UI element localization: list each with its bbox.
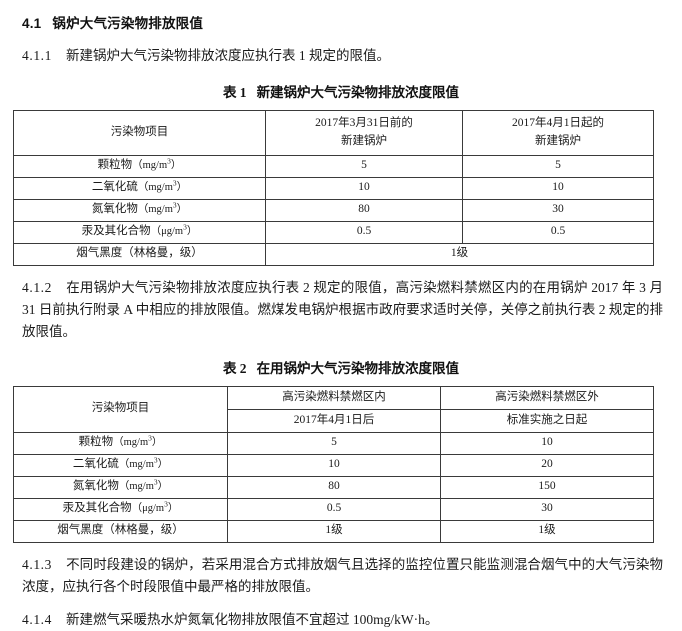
table1-title: 新建锅炉大气污染物排放浓度限值 <box>256 84 460 100</box>
clause-4-1-4: 4.1.4 新建燃气采暖热水炉氮氧化物排放限值不宜超过 100mg/kW·h。 <box>13 598 669 631</box>
value-cell-merged: 1级 <box>265 242 654 266</box>
value-cell: 5 <box>227 431 441 455</box>
header-line-1: 污染物项目 <box>110 125 169 138</box>
pollutant-name-cell: 二氧化硫（mg/m3） <box>13 453 228 477</box>
table1-header-col3: 2017年4月1日起的 新建锅炉 <box>462 109 654 156</box>
table-row: 二氧化硫（mg/m3） 10 10 <box>13 176 654 200</box>
header-line-2: 新建锅炉 <box>535 134 581 147</box>
table-row: 氮氧化物（mg/m3） 80 30 <box>13 198 654 222</box>
value-cell: 0.5 <box>227 497 441 521</box>
pollutant-unit: （mg/m3） <box>118 455 169 471</box>
table2-header-row-top: 污染物项目 高污染燃料禁燃区内 高污染燃料禁燃区外 <box>13 385 654 433</box>
value-cell: 10 <box>227 453 441 477</box>
clause-4-1-3: 4.1.3 不同时段建设的锅炉，若采用混合方式排放烟气且选择的监控位置只能监测混合… <box>13 543 669 598</box>
table2-header-pollutant: 污染物项目 <box>13 385 228 433</box>
table-row: 颗粒物（mg/m3） 5 10 <box>13 431 654 455</box>
pollutant-name-cell: 烟气黑度（林格曼，级） <box>13 519 228 543</box>
table2-title: 在用锅炉大气污染物排放浓度限值 <box>256 360 460 376</box>
value-cell: 5 <box>265 154 463 178</box>
table-existing-boiler-limits: 污染物项目 高污染燃料禁燃区内 高污染燃料禁燃区外 2017年4月1日后 标准实… <box>13 385 654 543</box>
pollutant-name: 氮氧化物 <box>91 203 138 216</box>
table-row: 汞及其化合物（μg/m3） 0.5 0.5 <box>13 220 654 244</box>
clause-number: 4.1.1 <box>22 47 52 63</box>
table2-header-col2-zone: 高污染燃料禁燃区内 <box>227 385 441 410</box>
header-line-2: 新建锅炉 <box>341 134 387 147</box>
table-row: 烟气黑度（林格曼，级） 1级 1级 <box>13 519 654 543</box>
table2-header-col3-date: 标准实施之日起 <box>440 408 654 433</box>
table1-header-pollutant: 污染物项目 <box>13 109 266 156</box>
table1-header-row: 污染物项目 2017年3月31日前的 新建锅炉 2017年4月1日起的 新建锅炉 <box>13 109 654 156</box>
table1-label: 表 1 <box>222 84 247 100</box>
value-cell: 10 <box>462 176 654 200</box>
pollutant-unit: （mg/m3） <box>137 200 188 216</box>
table2-caption: 表 2 在用锅炉大气污染物排放浓度限值 <box>13 343 669 377</box>
pollutant-unit: （μg/m3） <box>131 499 179 515</box>
section-title: 锅炉大气污染物排放限值 <box>52 16 204 31</box>
clause-text: 在用锅炉大气污染物排放浓度应执行表 2 规定的限值，高污染燃料禁燃区内的在用锅炉… <box>22 279 663 339</box>
value-cell: 80 <box>265 198 463 222</box>
clause-4-1-2: 4.1.2 在用锅炉大气污染物排放浓度应执行表 2 规定的限值，高污染燃料禁燃区内… <box>13 266 669 343</box>
header-line-1: 2017年4月1日起的 <box>512 117 604 130</box>
clause-text: 新建锅炉大气污染物排放浓度应执行表 1 规定的限值。 <box>66 47 390 63</box>
value-cell: 0.5 <box>462 220 654 244</box>
pollutant-name: 汞及其化合物 <box>62 502 132 515</box>
table2-label: 表 2 <box>222 360 247 376</box>
pollutant-name: 汞及其化合物 <box>81 225 151 238</box>
pollutant-name-cell: 颗粒物（mg/m3） <box>13 154 266 178</box>
value-cell: 10 <box>440 431 654 455</box>
table1-caption: 表 1 新建锅炉大气污染物排放浓度限值 <box>13 67 669 101</box>
table2-header-col3-zone: 高污染燃料禁燃区外 <box>440 385 654 410</box>
table-row: 二氧化硫（mg/m3） 10 20 <box>13 453 654 477</box>
clause-number: 4.1.2 <box>22 279 52 295</box>
section-heading: 4.1 锅炉大气污染物排放限值 <box>13 0 669 34</box>
table-row: 烟气黑度（林格曼，级） 1级 <box>13 242 654 266</box>
table1-body: 颗粒物（mg/m3） 5 5 二氧化硫（mg/m3） 10 10 氮氧化物（mg… <box>13 154 654 266</box>
table2-header-row-bottom: 2017年4月1日后 标准实施之日起 <box>14 408 654 433</box>
pollutant-name: 颗粒物 <box>78 436 114 449</box>
pollutant-name-cell: 氮氧化物（mg/m3） <box>13 198 266 222</box>
pollutant-unit: （mg/m3） <box>132 156 182 172</box>
clause-number: 4.1.4 <box>22 611 52 627</box>
pollutant-name: 二氧化硫 <box>72 458 119 471</box>
pollutant-name: 氮氧化物 <box>72 480 119 493</box>
pollutant-name: 二氧化硫 <box>91 181 138 194</box>
value-cell: 20 <box>440 453 654 477</box>
pollutant-unit: （mg/m3） <box>118 477 169 493</box>
value-cell: 30 <box>440 497 654 521</box>
pollutant-name-cell: 二氧化硫（mg/m3） <box>13 176 266 200</box>
value-cell: 1级 <box>440 519 654 543</box>
pollutant-unit: （mg/m3） <box>113 433 163 449</box>
clause-text: 新建燃气采暖热水炉氮氧化物排放限值不宜超过 100mg/kW·h。 <box>66 611 439 627</box>
pollutant-name-cell: 汞及其化合物（μg/m3） <box>13 220 266 244</box>
table-row: 颗粒物（mg/m3） 5 5 <box>13 154 654 178</box>
pollutant-name-cell: 颗粒物（mg/m3） <box>13 431 228 455</box>
section-number: 4.1 <box>22 16 42 31</box>
pollutant-name-cell: 氮氧化物（mg/m3） <box>13 475 228 499</box>
document-page: 4.1 锅炉大气污染物排放限值 4.1.1 新建锅炉大气污染物排放浓度应执行表 1 … <box>13 0 669 627</box>
value-cell: 0.5 <box>265 220 463 244</box>
table-row: 氮氧化物（mg/m3） 80 150 <box>13 475 654 499</box>
table2-header-col2-date: 2017年4月1日后 <box>227 408 441 433</box>
clause-text: 不同时段建设的锅炉，若采用混合方式排放烟气且选择的监控位置只能监测混合烟气中的大… <box>22 556 663 594</box>
table1-header-col2: 2017年3月31日前的 新建锅炉 <box>265 109 463 156</box>
value-cell: 80 <box>227 475 441 499</box>
header-line-1: 2017年3月31日前的 <box>315 117 413 130</box>
pollutant-unit: （mg/m3） <box>137 178 188 194</box>
table2-body: 颗粒物（mg/m3） 5 10 二氧化硫（mg/m3） 10 20 氮氧化物（m… <box>13 431 654 543</box>
value-cell: 10 <box>265 176 463 200</box>
table-new-boiler-limits: 污染物项目 2017年3月31日前的 新建锅炉 2017年4月1日起的 新建锅炉… <box>13 109 654 266</box>
clause-number: 4.1.3 <box>22 556 52 572</box>
value-cell: 150 <box>440 475 654 499</box>
value-cell: 1级 <box>227 519 441 543</box>
value-cell: 5 <box>462 154 654 178</box>
pollutant-name-cell: 烟气黑度（林格曼，级） <box>13 242 266 266</box>
pollutant-name-cell: 汞及其化合物（μg/m3） <box>13 497 228 521</box>
table-row: 汞及其化合物（μg/m3） 0.5 30 <box>13 497 654 521</box>
pollutant-name: 颗粒物 <box>97 159 133 172</box>
pollutant-unit: （μg/m3） <box>150 222 198 238</box>
value-cell: 30 <box>462 198 654 222</box>
clause-4-1-1: 4.1.1 新建锅炉大气污染物排放浓度应执行表 1 规定的限值。 <box>13 34 669 67</box>
